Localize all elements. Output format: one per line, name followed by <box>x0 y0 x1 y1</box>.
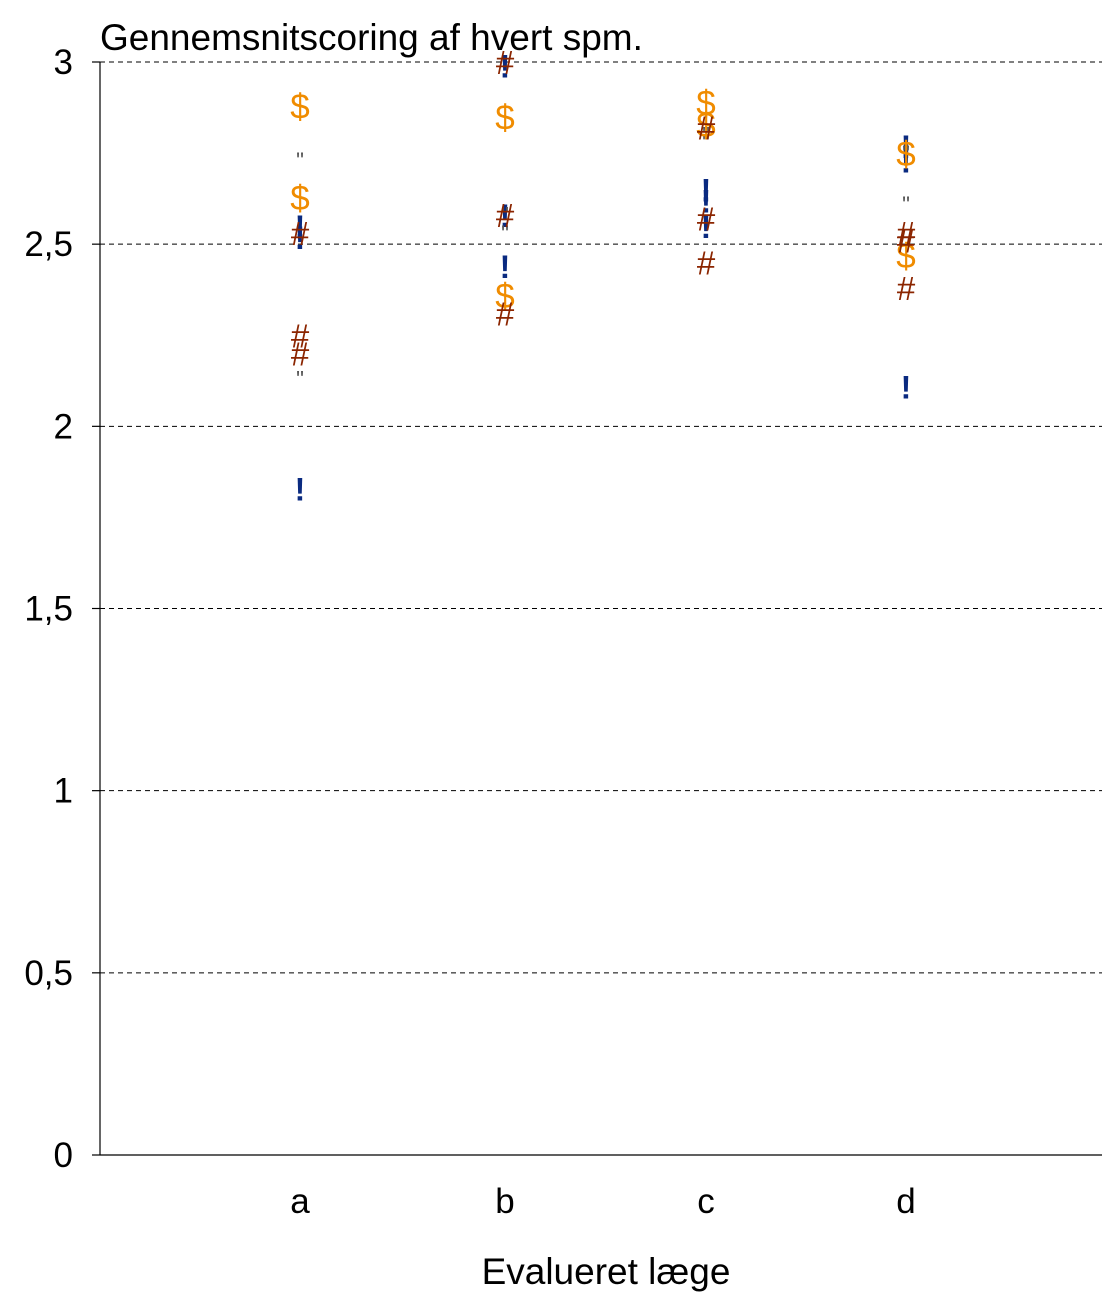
data-point: ! <box>295 471 306 507</box>
data-point: " <box>702 130 710 155</box>
data-point: # <box>496 44 515 81</box>
data-point: ! <box>901 129 912 165</box>
data-point: $ <box>495 99 514 138</box>
data-point: $ <box>290 88 309 127</box>
data-point: ! <box>500 249 511 285</box>
chart-title: Gennemsnitscoring af hvert spm. <box>100 17 643 58</box>
data-point: ! <box>295 220 306 256</box>
data-point: " <box>296 148 304 173</box>
y-tick-label: 2 <box>54 407 73 446</box>
data-point: $ <box>495 277 514 316</box>
data-point: # <box>897 215 916 252</box>
x-tick-label: d <box>896 1182 915 1221</box>
data-markers: !! !!!!!!!!!!""""""""$ $ $$$$$$# ########### <box>290 44 916 507</box>
data-point: ! <box>295 209 306 245</box>
x-tick-label: c <box>697 1182 715 1221</box>
data-point: ! <box>701 183 712 219</box>
data-point: " <box>501 203 509 228</box>
data-point: $ <box>896 237 915 276</box>
data-point: " <box>702 123 710 148</box>
data-point: # <box>291 317 310 354</box>
x-axis-ticks: a b c d <box>290 1182 915 1221</box>
data-point: # <box>697 201 716 238</box>
data-point: $ <box>896 135 915 174</box>
data-point: " <box>902 192 910 217</box>
data-point: $ <box>290 179 309 218</box>
data-point: # <box>697 244 716 281</box>
grid-lines <box>100 61 1102 974</box>
data-point: # <box>897 223 916 260</box>
x-tick-label: b <box>495 1182 514 1221</box>
data-point: # <box>496 197 515 234</box>
data-point: # <box>897 270 916 307</box>
data-point: ! <box>901 143 912 179</box>
y-axis-ticks: 0 0,5 1 1,5 2 2,5 3 <box>24 43 100 1175</box>
data-point: # <box>291 335 310 372</box>
data-point: # <box>496 295 515 332</box>
data-point: $ <box>696 84 715 123</box>
x-tick-label: a <box>290 1182 310 1221</box>
y-tick-label: 1,5 <box>24 590 73 629</box>
data-point: ! <box>901 369 912 405</box>
data-point: ! <box>701 209 712 245</box>
y-tick-label: 0,5 <box>24 954 73 993</box>
data-point: # <box>291 215 310 252</box>
y-tick-label: 1 <box>54 772 73 811</box>
data-point: ! <box>701 173 712 209</box>
data-point: " <box>501 221 509 246</box>
data-point: " <box>296 367 304 392</box>
data-point: ! <box>500 49 511 85</box>
data-point: ! <box>500 198 511 234</box>
data-point: $ <box>696 106 715 145</box>
y-tick-label: 3 <box>54 43 73 82</box>
y-tick-label: 0 <box>54 1136 73 1175</box>
data-point: # <box>697 110 716 147</box>
data-point: " <box>902 141 910 166</box>
y-tick-label: 2,5 <box>24 225 73 264</box>
x-axis-title: Evalueret læge <box>482 1251 731 1292</box>
